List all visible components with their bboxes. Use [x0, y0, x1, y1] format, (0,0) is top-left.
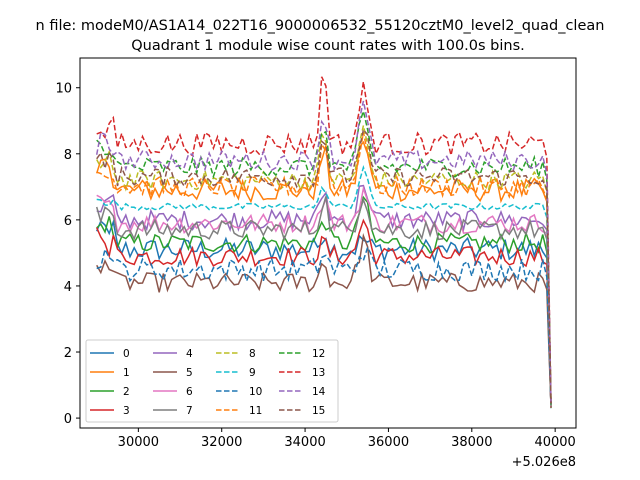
y-tick-label: 2	[64, 346, 72, 361]
figure-suptitle: n file: modeM0/AS1A14_022T16_9000006532_…	[36, 18, 605, 34]
series-line-15	[96, 128, 552, 404]
legend-label-14: 14	[312, 386, 326, 398]
series-line-8	[96, 125, 552, 406]
series-line-7	[95, 196, 552, 406]
y-tick-label: 0	[64, 412, 72, 427]
legend-label-3: 3	[123, 405, 130, 417]
series-line-1	[95, 140, 552, 408]
x-tick-label: 30000	[118, 435, 159, 450]
legend-label-6: 6	[186, 386, 193, 398]
legend-label-5: 5	[186, 367, 193, 379]
legend-box	[85, 339, 339, 423]
y-tick-label: 4	[64, 280, 72, 295]
series-line-11	[96, 132, 552, 405]
legend-label-9: 9	[249, 367, 256, 379]
y-tick-label: 8	[64, 148, 72, 163]
legend-label-7: 7	[186, 405, 193, 417]
legend-label-1: 1	[123, 367, 130, 379]
x-tick-label: 36000	[368, 435, 409, 450]
legend-label-2: 2	[123, 386, 130, 398]
x-tick-label: 32000	[201, 435, 242, 450]
chart-title: Quadrant 1 module wise count rates with …	[131, 38, 525, 54]
x-tick-label: 40000	[534, 435, 575, 450]
x-tick-label: 38000	[451, 435, 492, 450]
legend-label-4: 4	[186, 348, 193, 360]
legend-label-12: 12	[312, 348, 325, 360]
series-line-14	[95, 100, 552, 404]
series-line-13	[96, 76, 552, 404]
legend-label-13: 13	[312, 367, 325, 379]
plot-frame	[79, 57, 577, 429]
x-tick-label: 34000	[284, 435, 325, 450]
series-line-0	[96, 219, 552, 409]
legend-label-15: 15	[312, 405, 325, 417]
series-line-9	[96, 164, 552, 406]
series-line-4	[96, 184, 552, 407]
x-axis-offset-label: +5.026e8	[512, 455, 576, 470]
series-line-5	[96, 233, 552, 407]
legend-label-11: 11	[249, 405, 262, 417]
y-axis: 0 2 4 6 8 10	[55, 82, 80, 427]
legend-label-10: 10	[249, 386, 262, 398]
series-line-2	[96, 195, 552, 408]
series-layer	[95, 76, 552, 409]
legend-label-8: 8	[249, 348, 256, 360]
series-line-10	[96, 245, 552, 405]
y-tick-label: 6	[64, 214, 72, 229]
x-axis: 30000 32000 34000 36000 38000 40000	[118, 428, 576, 450]
y-tick-label: 10	[55, 82, 72, 97]
legend-label-0: 0	[123, 348, 130, 360]
